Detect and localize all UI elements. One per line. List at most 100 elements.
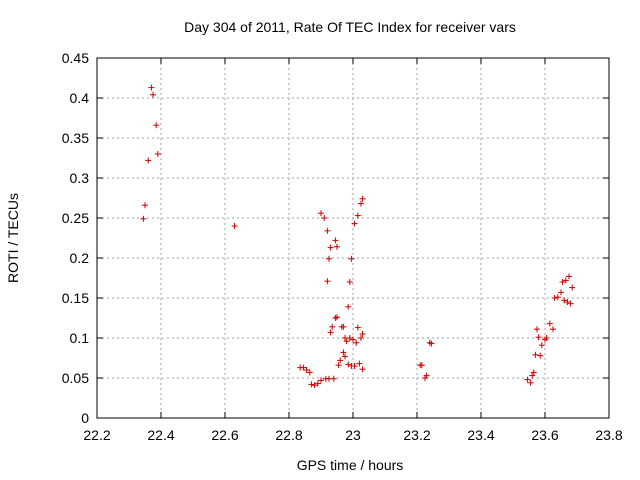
- y-tick-label: 0: [81, 410, 89, 426]
- data-point-marker: [359, 331, 366, 337]
- data-point-marker: [343, 338, 350, 345]
- y-tick-label: 0.45: [62, 50, 89, 66]
- x-tick-label: 23.8: [595, 427, 622, 443]
- data-point-marker: [524, 376, 531, 383]
- data-point-marker: [566, 273, 572, 280]
- data-point-marker: [314, 380, 321, 387]
- data-point-marker: [321, 215, 328, 221]
- data-point-marker: [154, 151, 161, 157]
- data-point-marker: [145, 157, 152, 164]
- data-point-marker: [303, 367, 310, 373]
- x-tick-label: 22.8: [275, 427, 302, 443]
- y-tick-label: 0.4: [70, 90, 90, 106]
- x-axis-label: GPS time / hours: [297, 457, 404, 473]
- y-tick-labels: 0 0.05 0.1 0.15 0.2 0.25 0.3 0.35 0.4 0.45: [62, 50, 89, 426]
- grid: [97, 58, 609, 418]
- x-tick-label: 22.4: [147, 427, 174, 443]
- data-point-marker: [359, 195, 366, 202]
- data-point-marker: [142, 202, 148, 209]
- chart-title: Day 304 of 2011, Rate Of TEC Index for r…: [184, 19, 516, 35]
- plot-frame: [96, 57, 610, 419]
- data-point-marker: [538, 342, 545, 349]
- data-point-marker: [356, 360, 363, 367]
- data-point-marker: [335, 362, 342, 369]
- data-points: [140, 84, 576, 389]
- y-tick-label: 0.25: [62, 210, 89, 226]
- data-point-marker: [428, 340, 435, 347]
- data-point-marker: [318, 210, 324, 217]
- data-point-marker: [550, 326, 556, 333]
- data-point-marker: [423, 372, 430, 379]
- data-point-marker: [358, 335, 364, 341]
- data-point-marker: [342, 353, 348, 360]
- x-tick-label: 22.6: [211, 427, 238, 443]
- data-point-marker: [306, 369, 313, 376]
- data-point-marker: [334, 243, 340, 250]
- data-point-marker: [558, 289, 564, 296]
- x-tick-label: 22.2: [83, 427, 110, 443]
- data-point-marker: [348, 255, 355, 262]
- data-point-marker: [527, 379, 534, 386]
- data-point-marker: [346, 279, 353, 285]
- data-point-marker: [324, 227, 331, 234]
- data-point-marker: [354, 324, 361, 331]
- data-point-marker: [529, 372, 536, 379]
- y-tick-label: 0.1: [70, 330, 90, 346]
- data-point-marker: [546, 320, 553, 327]
- data-point-marker: [354, 212, 361, 219]
- data-point-marker: [530, 369, 537, 376]
- data-point-marker: [567, 300, 574, 307]
- data-point-marker: [532, 351, 539, 358]
- data-point-marker: [350, 336, 356, 343]
- x-tick-label: 23: [345, 427, 361, 443]
- data-point-marker: [330, 375, 337, 382]
- data-point-marker: [554, 294, 561, 301]
- data-point-marker: [334, 314, 340, 321]
- data-point-marker: [311, 382, 318, 389]
- data-point-marker: [327, 244, 334, 251]
- y-axis-label: ROTI / TECUs: [5, 193, 21, 283]
- x-tick-label: 23.4: [467, 427, 494, 443]
- data-point-marker: [150, 91, 156, 98]
- x-tick-labels: 22.2 22.4 22.6 22.8 23 23.2 23.4 23.6 23.8: [83, 427, 622, 443]
- y-tick-label: 0.35: [62, 130, 89, 146]
- data-point-marker: [337, 357, 344, 364]
- axis-ticks: [96, 57, 610, 419]
- y-tick-label: 0.2: [70, 250, 90, 266]
- data-point-marker: [564, 299, 571, 305]
- data-point-marker: [300, 364, 307, 371]
- data-point-marker: [140, 215, 147, 222]
- data-point-marker: [551, 295, 558, 301]
- data-point-marker: [148, 84, 155, 91]
- data-point-marker: [329, 323, 336, 330]
- data-point-marker: [153, 122, 160, 129]
- data-point-marker: [569, 284, 576, 291]
- y-tick-label: 0.05: [62, 370, 89, 386]
- data-point-marker: [358, 200, 364, 207]
- data-point-marker: [231, 223, 238, 229]
- y-tick-label: 0.15: [62, 290, 89, 306]
- data-point-marker: [345, 361, 352, 368]
- data-point-marker: [345, 303, 352, 310]
- data-point-marker: [534, 326, 540, 333]
- data-point-marker: [332, 237, 339, 244]
- data-point-marker: [327, 329, 334, 336]
- data-point-marker: [543, 335, 550, 341]
- data-point-marker: [308, 381, 315, 388]
- data-point-marker: [418, 362, 425, 369]
- data-point-marker: [351, 220, 358, 227]
- x-tick-label: 23.2: [403, 427, 430, 443]
- data-point-marker: [340, 323, 347, 330]
- data-point-marker: [340, 349, 347, 356]
- x-tick-label: 23.6: [531, 427, 558, 443]
- data-point-marker: [561, 297, 568, 304]
- data-point-marker: [351, 363, 358, 369]
- y-tick-label: 0.3: [70, 170, 90, 186]
- data-point-marker: [562, 277, 569, 284]
- data-point-marker: [535, 334, 542, 341]
- data-point-marker: [353, 339, 360, 346]
- data-point-marker: [346, 335, 353, 341]
- data-point-marker: [559, 279, 566, 285]
- data-point-marker: [359, 366, 366, 373]
